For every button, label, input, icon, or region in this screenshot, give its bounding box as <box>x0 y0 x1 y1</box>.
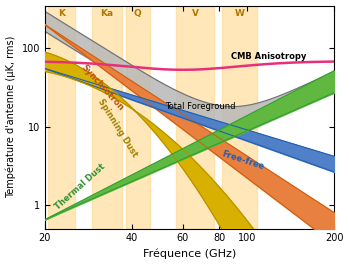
Text: Q: Q <box>134 9 141 18</box>
Bar <box>177 6 214 228</box>
Bar <box>126 6 149 228</box>
Text: Thermal Dust: Thermal Dust <box>54 162 107 212</box>
Bar <box>91 6 122 228</box>
Text: Synchrotron: Synchrotron <box>79 63 125 112</box>
Text: K: K <box>58 9 65 18</box>
Text: Total Foreground: Total Foreground <box>165 102 236 111</box>
Text: Free-free: Free-free <box>221 149 265 172</box>
Text: CMB Anisotropy: CMB Anisotropy <box>231 52 306 61</box>
Y-axis label: Température d'antenne (µK, rms): Température d'antenne (µK, rms) <box>6 36 16 198</box>
Text: V: V <box>192 9 199 18</box>
Bar <box>48 6 75 228</box>
Text: W: W <box>235 9 244 18</box>
Text: Ka: Ka <box>100 9 113 18</box>
Bar <box>222 6 257 228</box>
X-axis label: Fréquence (GHz): Fréquence (GHz) <box>143 249 236 259</box>
Text: Spinning Dust: Spinning Dust <box>96 97 139 159</box>
